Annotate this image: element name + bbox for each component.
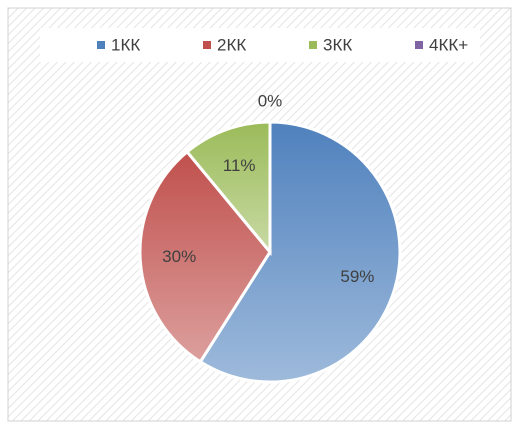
legend-label: 1КК bbox=[111, 35, 140, 54]
data-label: 11% bbox=[223, 156, 256, 175]
legend-swatch bbox=[97, 41, 105, 49]
legend-background bbox=[40, 28, 480, 62]
pie-slice bbox=[185, 120, 272, 257]
legend-swatch bbox=[309, 41, 317, 49]
legend-label: 3КК bbox=[323, 35, 352, 54]
data-label: 0% bbox=[258, 91, 283, 110]
legend-swatch bbox=[203, 41, 211, 49]
pie-slice bbox=[198, 120, 402, 384]
legend-swatch bbox=[415, 41, 423, 49]
legend-label: 2КК bbox=[217, 35, 246, 54]
legend-label: 4КК+ bbox=[429, 35, 468, 54]
data-label: 30% bbox=[162, 247, 196, 266]
data-label: 59% bbox=[340, 267, 374, 286]
pie-slice bbox=[138, 149, 272, 364]
